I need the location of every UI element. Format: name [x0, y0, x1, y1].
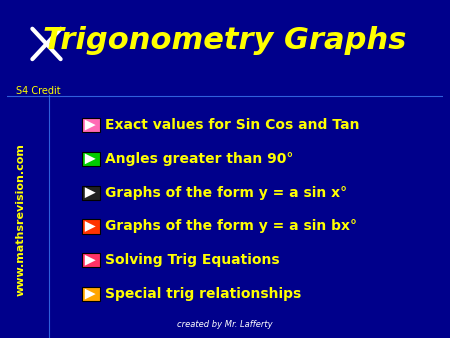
Polygon shape — [85, 221, 96, 232]
Polygon shape — [85, 120, 96, 130]
Text: www.mathsrevision.com: www.mathsrevision.com — [15, 143, 25, 296]
Text: S4 Credit: S4 Credit — [16, 86, 61, 96]
FancyBboxPatch shape — [82, 118, 100, 132]
Polygon shape — [85, 255, 96, 266]
Polygon shape — [85, 289, 96, 299]
FancyBboxPatch shape — [82, 152, 100, 166]
FancyBboxPatch shape — [82, 253, 100, 267]
Text: Solving Trig Equations: Solving Trig Equations — [105, 253, 280, 267]
Text: Trigonometry Graphs: Trigonometry Graphs — [43, 26, 407, 55]
FancyBboxPatch shape — [82, 186, 100, 200]
Polygon shape — [85, 153, 96, 164]
Text: Angles greater than 90°: Angles greater than 90° — [105, 152, 294, 166]
Text: Graphs of the form y = a sin bx°: Graphs of the form y = a sin bx° — [105, 219, 357, 234]
FancyBboxPatch shape — [82, 219, 100, 234]
Text: created by Mr. Lafferty: created by Mr. Lafferty — [177, 320, 273, 329]
Text: Graphs of the form y = a sin x°: Graphs of the form y = a sin x° — [105, 186, 347, 200]
Polygon shape — [85, 187, 96, 198]
Text: Exact values for Sin Cos and Tan: Exact values for Sin Cos and Tan — [105, 118, 360, 132]
Text: Special trig relationships: Special trig relationships — [105, 287, 302, 301]
FancyBboxPatch shape — [82, 287, 100, 301]
